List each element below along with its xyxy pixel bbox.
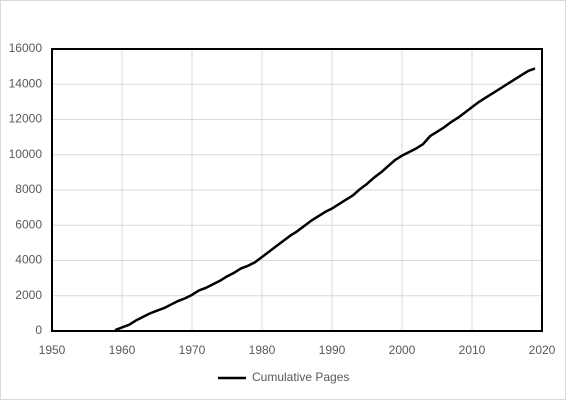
y-tick-label: 0: [35, 323, 42, 337]
line: [114, 67, 536, 332]
x-tick-label: 1970: [179, 343, 206, 357]
y-tick-label: 4000: [15, 253, 42, 267]
x-tick-label: 1990: [319, 343, 346, 357]
y-tick-label: 12000: [9, 112, 43, 126]
y-tick-label: 2000: [15, 288, 42, 302]
x-tick-label: 1960: [109, 343, 136, 357]
y-tick-label: 8000: [15, 182, 42, 196]
y-tick-label: 14000: [9, 76, 43, 90]
y-tick-label: 6000: [15, 217, 42, 231]
legend-label: Cumulative Pages: [252, 370, 349, 384]
y-tick-label: 16000: [9, 41, 43, 55]
y-tick-label: 10000: [9, 147, 43, 161]
x-tick-label: 1950: [39, 343, 66, 357]
x-tick-label: 2000: [389, 343, 416, 357]
x-tick-label: 1980: [249, 343, 276, 357]
x-tick-label: 2010: [459, 343, 486, 357]
x-tick-label: 2020: [529, 343, 556, 357]
plot-border: [51, 48, 543, 332]
